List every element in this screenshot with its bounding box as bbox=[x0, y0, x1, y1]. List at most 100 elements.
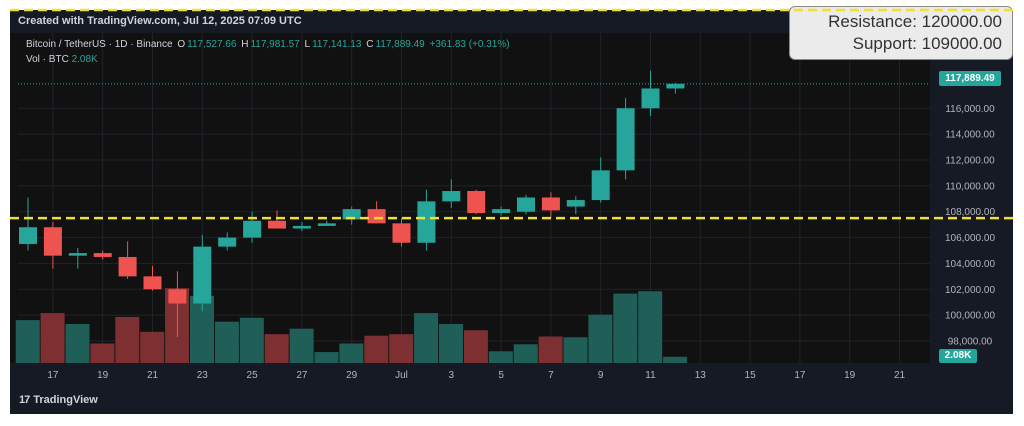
date-tick-label: 19 bbox=[844, 370, 856, 381]
price-tick-label: 104,000.00 bbox=[945, 259, 995, 270]
date-tick-label: 15 bbox=[745, 370, 757, 381]
candle-body bbox=[367, 209, 386, 224]
date-tick-label: 7 bbox=[548, 370, 554, 381]
levels-info-box: Resistance: 120000.00 Support: 109000.00 bbox=[789, 6, 1013, 60]
price-tick-label: 98,000.00 bbox=[948, 337, 993, 348]
volume-bar bbox=[264, 334, 289, 363]
volume-bar bbox=[339, 343, 364, 363]
volume-bar bbox=[214, 321, 239, 363]
tradingview-mark-icon: 17 bbox=[19, 394, 30, 406]
last-volume-tag: 2.08K bbox=[939, 349, 977, 363]
volume-bar bbox=[513, 344, 538, 363]
volume-bar bbox=[588, 314, 613, 363]
candle-body bbox=[218, 237, 237, 247]
candle-body bbox=[541, 197, 560, 211]
date-tick-label: 11 bbox=[645, 370, 656, 381]
candle-body bbox=[442, 191, 461, 202]
volume-value: 2.08K bbox=[71, 54, 98, 65]
price-tick-label: 106,000.00 bbox=[945, 233, 995, 244]
candle-body bbox=[268, 220, 286, 229]
low-label: L bbox=[304, 39, 311, 50]
candle-body bbox=[467, 191, 486, 213]
candle-body bbox=[93, 253, 112, 257]
top-bar: Created with TradingView.com, Jul 12, 20… bbox=[10, 10, 1013, 32]
high-label: H bbox=[241, 39, 249, 50]
date-tick-label: 27 bbox=[296, 370, 308, 381]
candle-body bbox=[616, 108, 635, 171]
created-with-text: Created with TradingView.com, Jul 12, 20… bbox=[18, 15, 302, 27]
resistance-text: Resistance: 120000.00 bbox=[828, 12, 1002, 31]
high-value: 117,981.57 bbox=[250, 39, 300, 50]
volume-bar bbox=[538, 336, 563, 363]
volume-bar bbox=[463, 330, 488, 363]
top-dashed-line bbox=[10, 8, 1013, 12]
candle-body bbox=[517, 197, 535, 212]
volume-bar bbox=[239, 317, 264, 363]
candle-body bbox=[118, 256, 137, 277]
volume-bar bbox=[115, 316, 140, 363]
volume-label[interactable]: Vol · BTC bbox=[26, 54, 69, 65]
tradingview-logo-text: TradingView bbox=[33, 394, 98, 406]
candle-body bbox=[168, 289, 187, 304]
price-tick-label: 112,000.00 bbox=[945, 155, 995, 166]
candle-body bbox=[143, 276, 162, 290]
volume-bar bbox=[15, 320, 40, 363]
candle-body bbox=[43, 227, 62, 256]
candle-body bbox=[68, 253, 87, 256]
candle-body bbox=[243, 220, 262, 238]
change-value: +361.83 (+0.31%) bbox=[429, 39, 510, 50]
time-axis-panel bbox=[10, 363, 1013, 385]
price-tick-label: 110,000.00 bbox=[945, 181, 995, 192]
volume-bar bbox=[389, 334, 414, 363]
candle-body bbox=[666, 83, 685, 89]
price-tick-label: 100,000.00 bbox=[945, 311, 995, 322]
date-tick-label: 25 bbox=[247, 370, 259, 381]
candle-body bbox=[19, 227, 37, 245]
candle-body bbox=[591, 170, 610, 201]
date-tick-label: Jul bbox=[395, 370, 408, 381]
price-tick-label: 116,000.00 bbox=[945, 104, 995, 115]
volume-bar bbox=[439, 324, 463, 363]
date-tick-label: 9 bbox=[598, 370, 604, 381]
volume-bar bbox=[663, 356, 688, 363]
volume-bar bbox=[40, 313, 65, 363]
symbol-label[interactable]: Bitcoin / TetherUS · 1D · Binance bbox=[26, 39, 173, 50]
candle-body bbox=[292, 225, 311, 229]
volume-bar bbox=[65, 324, 90, 363]
date-tick-label: 19 bbox=[97, 370, 109, 381]
candle-body bbox=[317, 223, 336, 226]
date-tick-label: 21 bbox=[894, 370, 906, 381]
volume-bar bbox=[289, 328, 314, 363]
close-value: 117,889.49 bbox=[375, 39, 425, 50]
price-tick-label: 114,000.00 bbox=[945, 130, 995, 141]
volume-bar bbox=[613, 293, 638, 363]
volume-bar bbox=[488, 351, 513, 363]
ohlc-legend: Bitcoin / TetherUS · 1D · Binance O 117,5… bbox=[26, 39, 512, 50]
date-tick-label: 3 bbox=[449, 370, 455, 381]
footer-bar: 17 TradingView bbox=[10, 385, 1013, 414]
volume-bar bbox=[314, 352, 339, 363]
volume-bar bbox=[140, 331, 165, 363]
candle-body bbox=[193, 246, 212, 304]
candle-body bbox=[492, 209, 511, 213]
low-value: 117,141.13 bbox=[312, 39, 362, 50]
candle-body bbox=[566, 200, 585, 207]
price-tick-label: 102,000.00 bbox=[945, 285, 995, 296]
date-tick-label: 21 bbox=[147, 370, 159, 381]
candle-body bbox=[641, 88, 660, 109]
date-tick-label: 17 bbox=[47, 370, 59, 381]
open-value: 117,527.66 bbox=[187, 39, 237, 50]
tradingview-logo[interactable]: 17 TradingView bbox=[19, 394, 98, 406]
date-tick-label: 17 bbox=[794, 370, 806, 381]
last-price-tag: 117,889.49 bbox=[939, 71, 1001, 86]
price-axis-panel bbox=[930, 33, 1013, 385]
date-tick-label: 29 bbox=[346, 370, 358, 381]
open-label: O bbox=[177, 39, 186, 50]
candle-body bbox=[417, 201, 436, 243]
candle-body bbox=[342, 209, 361, 220]
price-chart[interactable]: 116,000.00 114,000.00 112,000.00 110,000.00… bbox=[10, 33, 1013, 385]
volume-bar bbox=[90, 343, 115, 363]
candle-body bbox=[392, 223, 411, 243]
date-tick-label: 5 bbox=[498, 370, 504, 381]
date-tick-label: 23 bbox=[197, 370, 209, 381]
